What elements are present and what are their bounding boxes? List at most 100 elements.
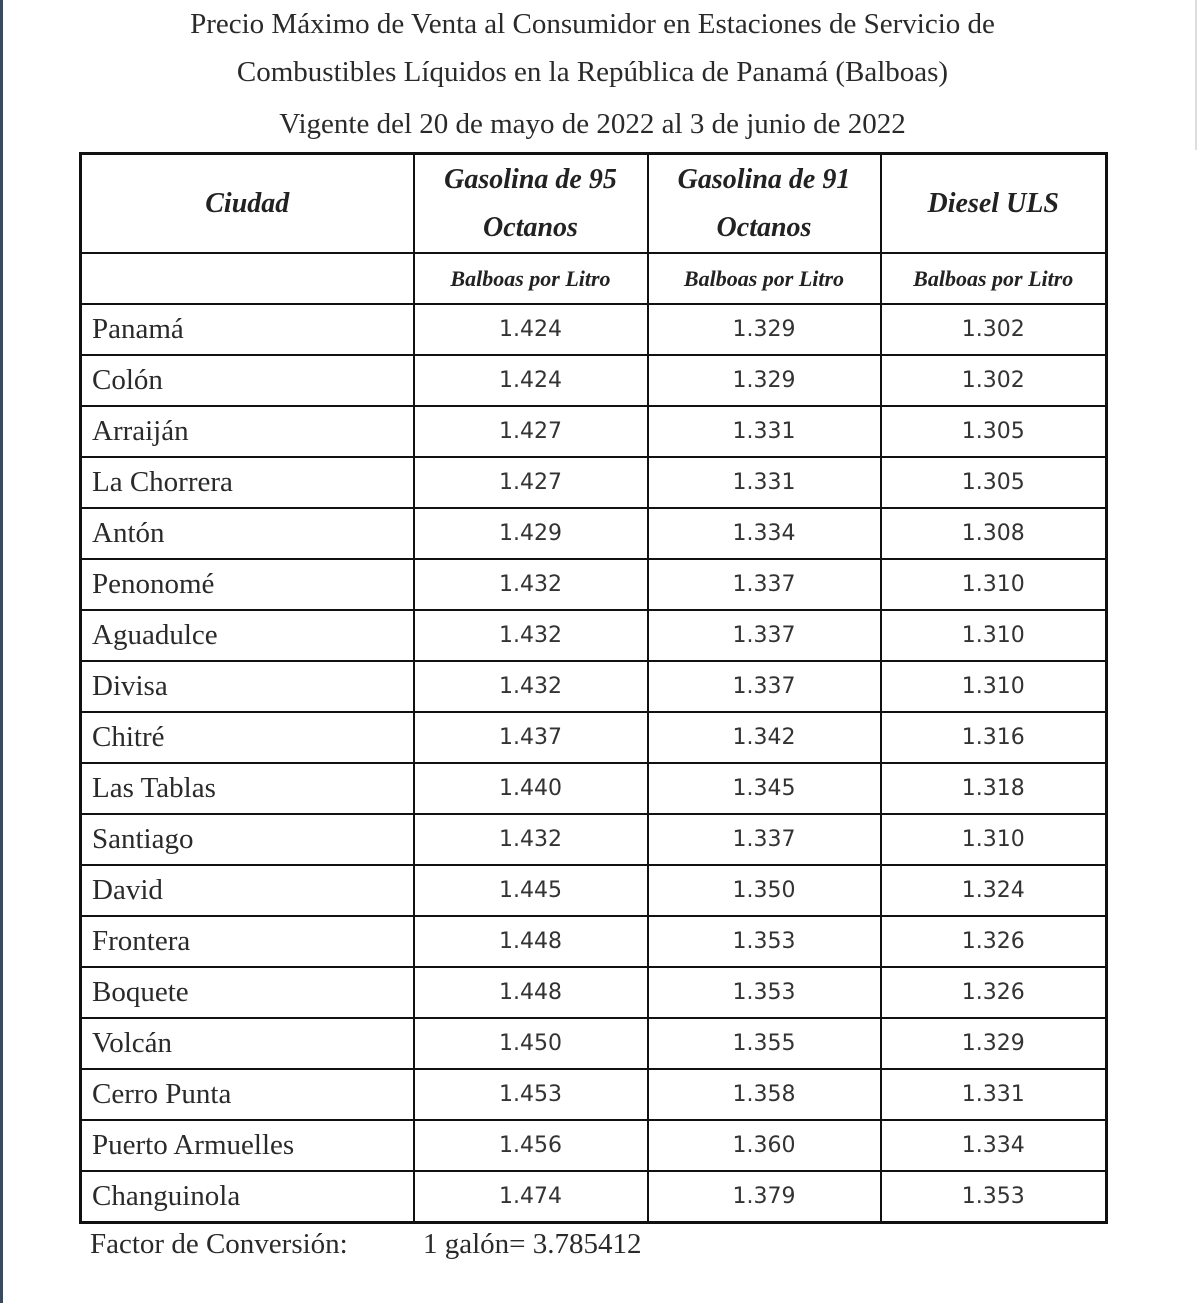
cell-gas91: 1.360 [646, 1119, 882, 1172]
cell-diesel: 1.326 [879, 915, 1108, 968]
right-edge [1195, 0, 1197, 150]
cell-gas95: 1.453 [412, 1068, 649, 1121]
unit-city [79, 252, 415, 305]
cell-gas91: 1.329 [646, 354, 882, 407]
header-diesel: Diesel ULS [879, 152, 1108, 254]
cell-city: Colón [79, 354, 415, 407]
unit-gas91: Balboas por Litro [646, 252, 882, 305]
validity-period: Vigente del 20 de mayo de 2022 al 3 de j… [279, 108, 906, 140]
table-row: Boquete 1.448 1.353 1.326 [79, 966, 1108, 1019]
cell-gas91: 1.337 [646, 660, 882, 713]
cell-city: David [79, 864, 415, 917]
title-line-2: Combustibles Líquidos en la República de… [236, 56, 949, 88]
cell-diesel: 1.310 [879, 609, 1108, 662]
header-gas91: Gasolina de 91 Octanos [646, 152, 882, 254]
cell-gas95: 1.432 [412, 558, 649, 611]
cell-city: Frontera [79, 915, 415, 968]
table-row: Frontera 1.448 1.353 1.326 [79, 915, 1108, 968]
cell-gas95: 1.450 [412, 1017, 649, 1070]
cell-city: Penonomé [79, 558, 415, 611]
table-row: Penonomé 1.432 1.337 1.310 [79, 558, 1108, 611]
table-row: Antón 1.429 1.334 1.308 [79, 507, 1108, 560]
conversion-value: 1 galón= 3.785412 [423, 1228, 642, 1260]
cell-gas91: 1.350 [646, 864, 882, 917]
cell-diesel: 1.316 [879, 711, 1108, 764]
cell-diesel: 1.308 [879, 507, 1108, 560]
cell-diesel: 1.318 [879, 762, 1108, 815]
cell-gas95: 1.456 [412, 1119, 649, 1172]
cell-diesel: 1.310 [879, 558, 1108, 611]
units-row: Balboas por Litro Balboas por Litro Balb… [79, 252, 1108, 305]
table-row: David 1.445 1.350 1.324 [79, 864, 1108, 917]
cell-city: Puerto Armuelles [79, 1119, 415, 1172]
cell-diesel: 1.310 [879, 660, 1108, 713]
cell-gas91: 1.342 [646, 711, 882, 764]
table-row: Divisa 1.432 1.337 1.310 [79, 660, 1108, 713]
cell-city: La Chorrera [79, 456, 415, 509]
cell-diesel: 1.353 [879, 1170, 1108, 1224]
table-row: Chitré 1.437 1.342 1.316 [79, 711, 1108, 764]
cell-city: Boquete [79, 966, 415, 1019]
cell-diesel: 1.334 [879, 1119, 1108, 1172]
cell-gas91: 1.331 [646, 405, 882, 458]
cell-gas91: 1.353 [646, 966, 882, 1019]
cell-diesel: 1.326 [879, 966, 1108, 1019]
header-row: Ciudad Gasolina de 95 Octanos Gasolina d… [79, 152, 1108, 254]
cell-gas91: 1.379 [646, 1170, 882, 1224]
cell-diesel: 1.324 [879, 864, 1108, 917]
cell-city: Aguadulce [79, 609, 415, 662]
cell-gas95: 1.432 [412, 813, 649, 866]
cell-city: Chitré [79, 711, 415, 764]
cell-city: Cerro Punta [79, 1068, 415, 1121]
table-row: Colón 1.424 1.329 1.302 [79, 354, 1108, 407]
unit-diesel: Balboas por Litro [879, 252, 1108, 305]
table-row: Las Tablas 1.440 1.345 1.318 [79, 762, 1108, 815]
left-edge [0, 0, 3, 1303]
cell-gas91: 1.337 [646, 558, 882, 611]
table-row: Santiago 1.432 1.337 1.310 [79, 813, 1108, 866]
table-row: Volcán 1.450 1.355 1.329 [79, 1017, 1108, 1070]
cell-gas91: 1.337 [646, 813, 882, 866]
cell-gas95: 1.424 [412, 354, 649, 407]
unit-gas95: Balboas por Litro [412, 252, 649, 305]
cell-diesel: 1.305 [879, 405, 1108, 458]
table-row: Puerto Armuelles 1.456 1.360 1.334 [79, 1119, 1108, 1172]
cell-diesel: 1.329 [879, 1017, 1108, 1070]
cell-gas95: 1.448 [412, 915, 649, 968]
cell-gas91: 1.337 [646, 609, 882, 662]
conversion-label: Factor de Conversión: [90, 1228, 348, 1260]
cell-gas91: 1.358 [646, 1068, 882, 1121]
cell-gas91: 1.334 [646, 507, 882, 560]
cell-gas95: 1.429 [412, 507, 649, 560]
header-gas95: Gasolina de 95 Octanos [412, 152, 649, 254]
table-row: La Chorrera 1.427 1.331 1.305 [79, 456, 1108, 509]
cell-city: Antón [79, 507, 415, 560]
cell-diesel: 1.305 [879, 456, 1108, 509]
fuel-price-table: Ciudad Gasolina de 95 Octanos Gasolina d… [79, 152, 1108, 1224]
cell-gas91: 1.355 [646, 1017, 882, 1070]
cell-gas95: 1.437 [412, 711, 649, 764]
cell-gas91: 1.345 [646, 762, 882, 815]
cell-city: Arraiján [79, 405, 415, 458]
table-row: Aguadulce 1.432 1.337 1.310 [79, 609, 1108, 662]
table-row: Changuinola 1.474 1.379 1.353 [79, 1170, 1108, 1224]
cell-gas91: 1.331 [646, 456, 882, 509]
cell-city: Divisa [79, 660, 415, 713]
cell-diesel: 1.302 [879, 354, 1108, 407]
cell-gas95: 1.424 [412, 303, 649, 356]
cell-city: Las Tablas [79, 762, 415, 815]
table-row: Cerro Punta 1.453 1.358 1.331 [79, 1068, 1108, 1121]
cell-gas95: 1.427 [412, 456, 649, 509]
cell-diesel: 1.310 [879, 813, 1108, 866]
table-row: Panamá 1.424 1.329 1.302 [79, 303, 1108, 356]
cell-gas95: 1.440 [412, 762, 649, 815]
title-line-1: Precio Máximo de Venta al Consumidor en … [190, 8, 995, 40]
cell-gas95: 1.445 [412, 864, 649, 917]
cell-gas91: 1.329 [646, 303, 882, 356]
cell-city: Panamá [79, 303, 415, 356]
cell-city: Santiago [79, 813, 415, 866]
cell-city: Volcán [79, 1017, 415, 1070]
cell-diesel: 1.331 [879, 1068, 1108, 1121]
header-city: Ciudad [79, 152, 415, 254]
cell-gas95: 1.432 [412, 660, 649, 713]
